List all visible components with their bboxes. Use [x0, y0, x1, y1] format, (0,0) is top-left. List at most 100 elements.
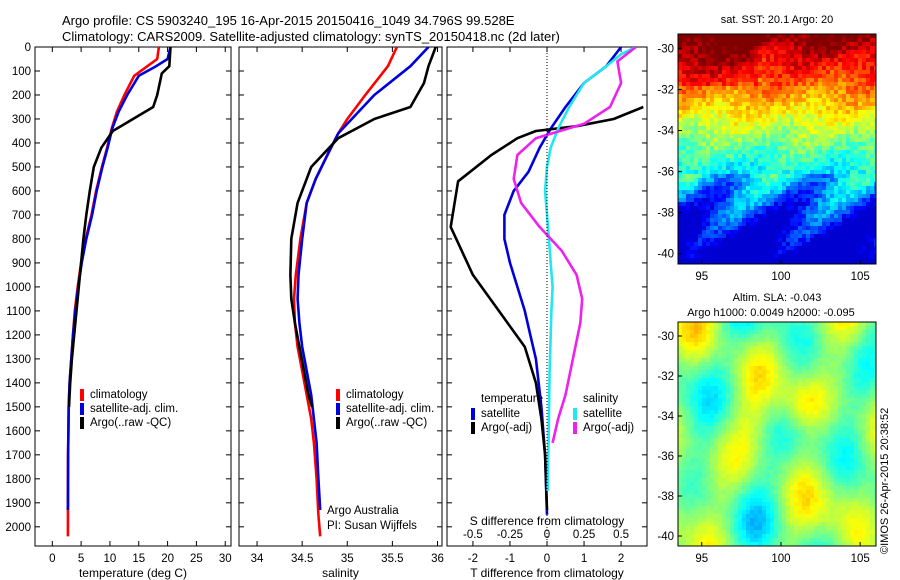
map-cell — [678, 406, 683, 411]
map-cell — [862, 394, 867, 399]
map-cell — [710, 134, 715, 139]
map-cell — [686, 226, 691, 231]
map-cell — [810, 190, 815, 195]
map-cell — [786, 142, 791, 147]
map-cell — [694, 198, 699, 203]
map-cell — [830, 106, 835, 111]
map-cell — [714, 338, 719, 343]
map-cell — [706, 358, 711, 363]
map-cell — [870, 346, 875, 351]
map-cell — [702, 398, 707, 403]
map-cell — [730, 134, 735, 139]
map-cell — [706, 214, 711, 219]
map-cell — [754, 182, 759, 187]
map-cell — [830, 366, 835, 371]
map-cell — [814, 246, 819, 251]
map-cell — [758, 462, 763, 467]
map-cell — [698, 198, 703, 203]
map-cell — [814, 98, 819, 103]
map-cell — [758, 90, 763, 95]
map-cell — [746, 90, 751, 95]
map-cell — [738, 258, 743, 263]
map-cell — [866, 118, 871, 123]
map-cell — [702, 374, 707, 379]
map-cell — [858, 366, 863, 371]
map-cell — [686, 374, 691, 379]
map-cell — [742, 158, 747, 163]
map-cell — [798, 158, 803, 163]
map-cell — [814, 398, 819, 403]
map-cell — [838, 410, 843, 415]
map-cell — [838, 166, 843, 171]
map-cell — [690, 322, 695, 327]
map-cell — [746, 50, 751, 55]
map-cell — [858, 70, 863, 75]
map-cell — [734, 334, 739, 339]
map-cell — [850, 46, 855, 51]
map-cell — [802, 162, 807, 167]
map-cell — [866, 222, 871, 227]
map-cell — [754, 382, 759, 387]
map-cell — [678, 326, 683, 331]
map-cell — [770, 354, 775, 359]
map-cell — [838, 146, 843, 151]
map-cell — [862, 446, 867, 451]
map-cell — [786, 66, 791, 71]
map-cell — [782, 62, 787, 67]
map-cell — [830, 346, 835, 351]
map-cell — [858, 62, 863, 67]
map-cell — [786, 458, 791, 463]
map-cell — [770, 386, 775, 391]
map-cell — [746, 138, 751, 143]
map-cell — [682, 402, 687, 407]
map-cell — [814, 262, 819, 264]
map-cell — [698, 142, 703, 147]
map-cell — [794, 74, 799, 79]
map-cell — [826, 382, 831, 387]
map-cell — [738, 370, 743, 375]
map-cell — [710, 454, 715, 459]
map-cell — [790, 198, 795, 203]
map-cell — [798, 206, 803, 211]
map-cell — [710, 174, 715, 179]
map-cell — [762, 126, 767, 131]
map-cell — [746, 230, 751, 235]
map-cell — [806, 234, 811, 239]
map-cell — [814, 166, 819, 171]
map-cell — [858, 394, 863, 399]
map-cell — [718, 66, 723, 71]
map-cell — [790, 122, 795, 127]
map-cell — [790, 130, 795, 135]
map-cell — [694, 382, 699, 387]
map-cell — [706, 158, 711, 163]
map-cell — [838, 330, 843, 335]
map-cell — [790, 362, 795, 367]
map-cell — [734, 418, 739, 423]
map-cell — [682, 70, 687, 75]
map-cell — [702, 262, 707, 264]
map-cell — [782, 170, 787, 175]
map-cell — [730, 454, 735, 459]
map-cell — [854, 86, 859, 91]
map-cell — [822, 374, 827, 379]
map-cell — [718, 258, 723, 263]
map-cell — [874, 450, 876, 455]
map-cell — [770, 342, 775, 347]
map-cell — [766, 398, 771, 403]
map-cell — [722, 198, 727, 203]
map-cell — [870, 334, 875, 339]
map-cell — [786, 42, 791, 47]
map-cell — [786, 410, 791, 415]
map-cell — [766, 418, 771, 423]
map-cell — [802, 166, 807, 171]
map-cell — [850, 366, 855, 371]
map-cell — [846, 46, 851, 51]
map-cell — [834, 386, 839, 391]
map-cell — [694, 414, 699, 419]
map-cell — [682, 66, 687, 71]
map-cell — [722, 102, 727, 107]
map-cell — [862, 382, 867, 387]
map-cell — [762, 362, 767, 367]
map-cell — [770, 94, 775, 99]
map-cell — [694, 258, 699, 263]
